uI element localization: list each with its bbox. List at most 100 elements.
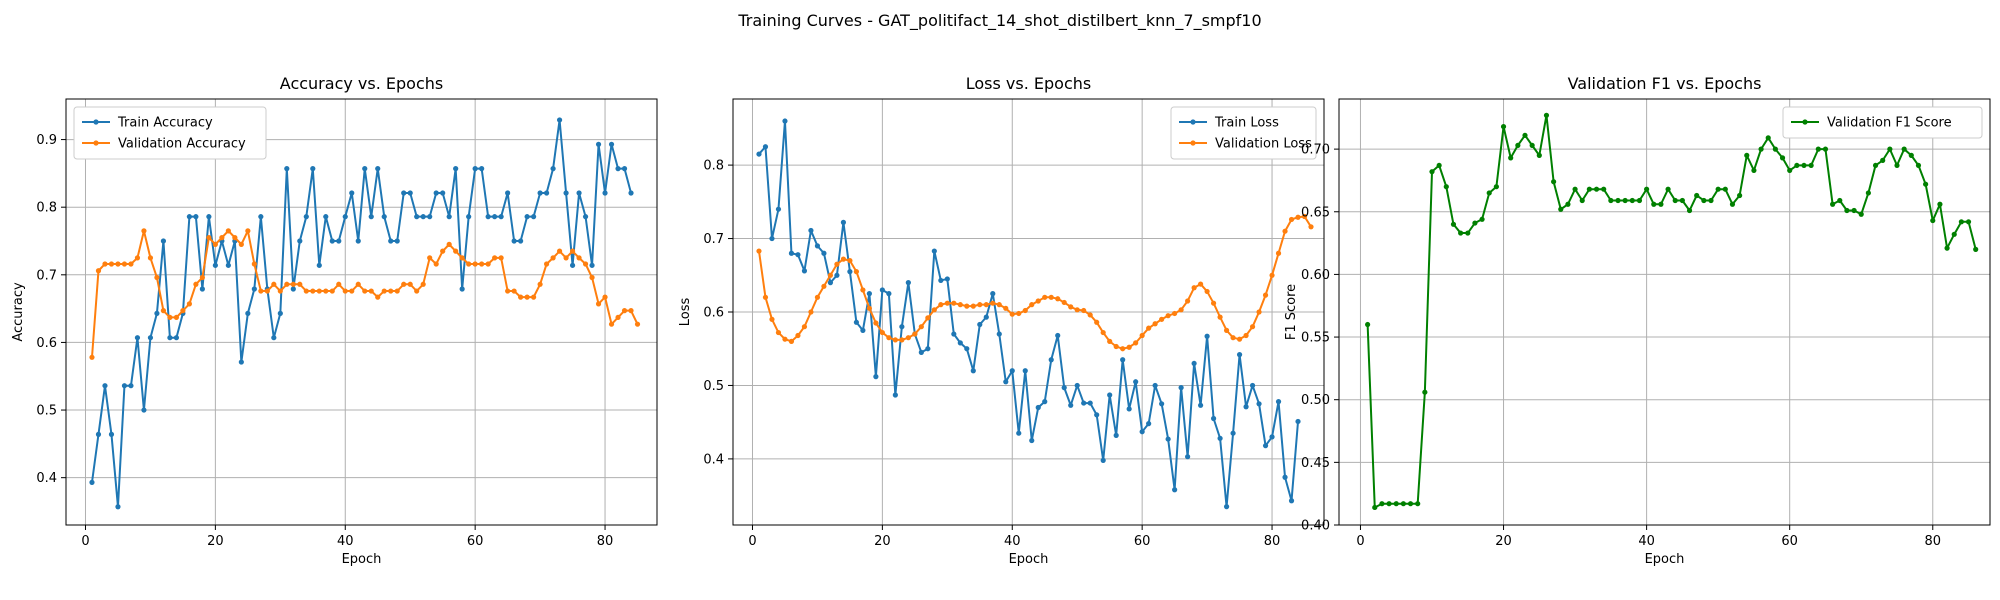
loss-series-0-point — [1139, 429, 1145, 435]
loss-series-0-point — [860, 327, 866, 333]
accuracy-series-0-point — [102, 383, 108, 389]
f1-series-0-point — [1572, 186, 1578, 192]
f1-y-tick-label: 0.40 — [1301, 519, 1330, 534]
accuracy-series-1-point — [446, 241, 452, 247]
accuracy-legend-label-1: Validation Accuracy — [118, 137, 246, 152]
loss-legend-label-1: Validation Loss — [1215, 137, 1312, 152]
loss-series-0-point — [769, 235, 775, 242]
loss-series-1-point — [1191, 285, 1197, 291]
loss-series-1-point — [1009, 311, 1015, 317]
accuracy-series-0-point — [199, 286, 205, 292]
loss-series-1-point — [1178, 307, 1184, 313]
accuracy-series-1-point — [342, 288, 348, 294]
accuracy-series-1-point — [199, 274, 205, 281]
loss-series-1-point — [1022, 307, 1028, 314]
f1-series-0-point — [1593, 186, 1600, 192]
accuracy-series-0-point — [628, 190, 634, 196]
accuracy-series-0-point — [531, 214, 537, 220]
accuracy-series-1-point — [303, 288, 309, 294]
loss-series-1-point — [1133, 340, 1139, 346]
loss-series-1-point — [1094, 319, 1100, 325]
loss-series-1-point — [944, 300, 950, 306]
loss-series-1-point — [814, 294, 821, 300]
accuracy-series-1-point — [485, 261, 491, 267]
accuracy-y-axis-label: Accuracy — [11, 282, 26, 342]
loss-series-1-point — [1275, 250, 1282, 256]
f1-series-0-point — [1858, 211, 1864, 217]
loss-series-1-point — [1172, 310, 1178, 317]
accuracy-series-1-point — [206, 235, 212, 241]
f1-series-0-point — [1894, 162, 1900, 169]
f1-series-0-point — [1422, 389, 1428, 395]
f1-series-0-point — [1944, 245, 1950, 251]
loss-series-1-point — [1152, 321, 1158, 327]
accuracy-series-1-point — [569, 248, 576, 254]
f1-chart-panel: 0 20 40 60 80 0.40 0.45 0.50 0.55 0.60 0.65 0.70 Val… — [1284, 74, 1991, 567]
f1-series-0-point — [1837, 197, 1843, 204]
accuracy-series-0-point — [368, 214, 374, 220]
accuracy-series-1-point — [492, 255, 498, 261]
accuracy-series-1-point — [576, 255, 582, 261]
f1-series-0-point — [1443, 184, 1449, 190]
loss-series-1-point — [1068, 304, 1074, 310]
loss-series-1-point — [808, 309, 814, 315]
f1-series-0-point — [1694, 192, 1700, 199]
f1-series-0-point — [1901, 146, 1907, 152]
f1-series-0-point — [1407, 501, 1414, 507]
f1-legend-box — [1782, 106, 1983, 139]
loss-series-0-point — [1223, 504, 1230, 510]
loss-series-1-point — [1256, 309, 1262, 315]
accuracy-series-1-point — [141, 228, 147, 234]
f1-series-0-point — [1579, 197, 1585, 204]
accuracy-series-1-point — [414, 288, 420, 294]
accuracy-series-0-point — [290, 286, 296, 292]
f1-series-0-point — [1794, 162, 1800, 169]
loss-series-0-point — [931, 248, 937, 254]
loss-series-1-point — [1035, 298, 1041, 304]
accuracy-series-1-point — [245, 228, 251, 234]
f1-series-0-point — [1543, 112, 1550, 118]
accuracy-series-1-point — [608, 321, 615, 327]
loss-series-1-point — [1042, 294, 1048, 300]
accuracy-series-1-point — [95, 268, 102, 274]
accuracy-series-1-point — [225, 228, 231, 234]
f1-series-0-point — [1779, 155, 1786, 161]
loss-series-1-point — [905, 335, 911, 341]
loss-x-tick-label: 0 — [748, 534, 756, 549]
accuracy-legend-marker-1 — [93, 140, 99, 146]
accuracy-series-0-point — [485, 214, 491, 220]
figure-suptitle: Training Curves - GAT_politifact_14_shot… — [737, 11, 1261, 31]
accuracy-series-1-point — [375, 294, 381, 300]
accuracy-x-tick-label: 0 — [81, 534, 89, 549]
loss-series-0-point — [977, 321, 983, 328]
f1-series-0-point — [1465, 230, 1471, 236]
accuracy-series-0-point — [251, 286, 257, 292]
accuracy-series-0-point — [615, 166, 621, 172]
accuracy-series-0-point — [277, 310, 283, 316]
loss-x-tick-label: 60 — [1134, 534, 1151, 549]
accuracy-series-0-point — [375, 166, 381, 172]
loss-series-1-point — [1223, 327, 1230, 333]
loss-series-line-0 — [758, 120, 1300, 508]
loss-series-1-point — [1087, 312, 1093, 318]
f1-chart-title: Validation F1 vs. Epochs — [1568, 74, 1762, 93]
accuracy-series-0-point — [349, 190, 355, 196]
f1-series-0-point — [1865, 190, 1871, 196]
f1-series-0-point — [1558, 206, 1564, 212]
loss-series-0-point — [879, 287, 885, 293]
accuracy-series-1-point — [147, 255, 154, 261]
f1-series-0-point — [1436, 162, 1442, 169]
accuracy-series-0-point — [556, 117, 563, 123]
accuracy-series-line-0 — [90, 118, 632, 508]
accuracy-series-1-point — [329, 288, 335, 294]
loss-series-0-point — [788, 250, 795, 256]
accuracy-series-0-point — [492, 214, 498, 220]
loss-series-0-point — [782, 118, 788, 124]
accuracy-series-0-point — [569, 262, 576, 268]
accuracy-series-1-point — [193, 281, 199, 287]
f1-x-tick-label: 0 — [1356, 534, 1364, 549]
loss-y-tick-label: 0.4 — [703, 452, 724, 467]
accuracy-series-1-point — [479, 261, 485, 267]
f1-series-0-point — [1429, 169, 1435, 175]
accuracy-series-1-point — [621, 308, 628, 314]
